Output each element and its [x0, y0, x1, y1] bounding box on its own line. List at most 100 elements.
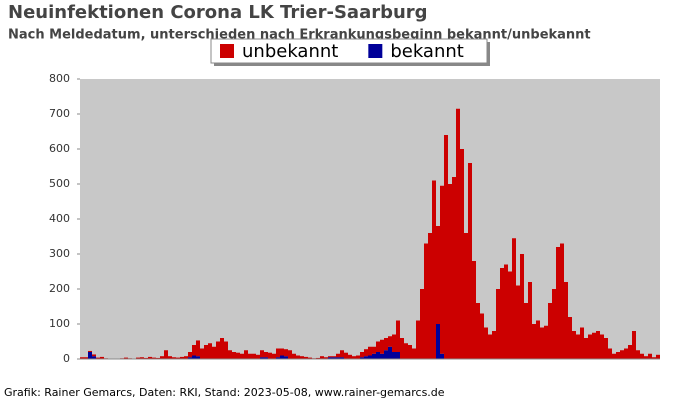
bar	[152, 357, 156, 359]
y-tick-label: 100	[49, 317, 70, 330]
y-tick-label: 800	[49, 72, 70, 85]
bar	[548, 303, 552, 359]
bar	[456, 108, 460, 359]
bar	[420, 289, 424, 359]
bar	[232, 352, 236, 359]
bar	[572, 331, 576, 359]
bar	[340, 350, 344, 358]
bar	[192, 345, 196, 356]
bar	[236, 352, 240, 359]
bar	[328, 357, 332, 359]
bar	[124, 357, 128, 359]
bar	[424, 243, 428, 359]
bar	[344, 352, 348, 359]
bar	[360, 357, 364, 359]
bar	[508, 271, 512, 359]
bar	[560, 243, 564, 359]
bar	[276, 357, 280, 359]
bar	[596, 331, 600, 359]
bar	[640, 353, 644, 359]
plot-area	[80, 79, 660, 359]
footer: Grafik: Rainer Gemarcs, Daten: RKI, Stan…	[4, 386, 445, 399]
legend-swatch	[220, 44, 234, 58]
bar	[408, 345, 412, 359]
bar	[196, 340, 200, 357]
bar	[412, 348, 416, 359]
bar	[612, 353, 616, 359]
bar	[260, 350, 264, 358]
bar	[416, 320, 420, 359]
bar	[84, 357, 88, 359]
bar	[388, 336, 392, 347]
bar	[628, 345, 632, 359]
y-tick-label: 200	[49, 282, 70, 295]
bar	[300, 356, 304, 359]
bar	[636, 350, 640, 359]
bar	[280, 355, 284, 359]
bar	[208, 343, 212, 359]
bar	[368, 355, 372, 359]
bar	[592, 332, 596, 359]
y-tick-label: 500	[49, 177, 70, 190]
bar	[656, 354, 660, 359]
bar	[328, 356, 332, 358]
bar	[248, 353, 252, 359]
bar	[600, 334, 604, 359]
bar	[576, 334, 580, 359]
bar	[524, 303, 528, 359]
bar	[88, 350, 92, 352]
bar	[200, 348, 204, 359]
bar	[432, 180, 436, 359]
bar	[88, 352, 92, 359]
bar	[460, 149, 464, 359]
bar	[488, 334, 492, 359]
bar	[356, 355, 360, 359]
bar	[436, 226, 440, 324]
bar	[552, 289, 556, 359]
bar	[648, 353, 652, 359]
bar	[512, 238, 516, 359]
bar	[220, 338, 224, 359]
bar	[336, 353, 340, 358]
bar	[156, 357, 160, 359]
bar	[436, 324, 440, 359]
bar	[368, 346, 372, 356]
bar	[536, 320, 540, 359]
bar	[180, 356, 184, 359]
bar	[340, 357, 344, 359]
bar	[160, 356, 164, 359]
bar	[388, 346, 392, 359]
bar	[440, 353, 444, 359]
bar	[272, 353, 276, 359]
bar	[304, 356, 308, 359]
bar	[188, 352, 192, 358]
bar	[284, 356, 288, 359]
bar	[472, 261, 476, 359]
bar	[484, 327, 488, 359]
bar	[240, 353, 244, 359]
bar	[136, 357, 140, 359]
bar	[404, 343, 408, 359]
bar	[464, 233, 468, 359]
y-tick-label: 0	[63, 352, 70, 365]
bar	[360, 352, 364, 358]
y-tick-label: 400	[49, 212, 70, 225]
bar	[280, 348, 284, 356]
bar	[520, 254, 524, 359]
bar	[624, 348, 628, 359]
bar	[264, 357, 268, 359]
bar	[184, 356, 188, 359]
bar	[140, 357, 144, 359]
bar	[428, 233, 432, 359]
bar	[100, 356, 104, 359]
bar	[324, 357, 328, 359]
bar	[212, 346, 216, 359]
bar	[308, 357, 312, 359]
bar	[92, 354, 96, 357]
bar	[352, 356, 356, 359]
bar	[144, 357, 148, 359]
bar	[492, 331, 496, 359]
bar	[276, 348, 280, 358]
